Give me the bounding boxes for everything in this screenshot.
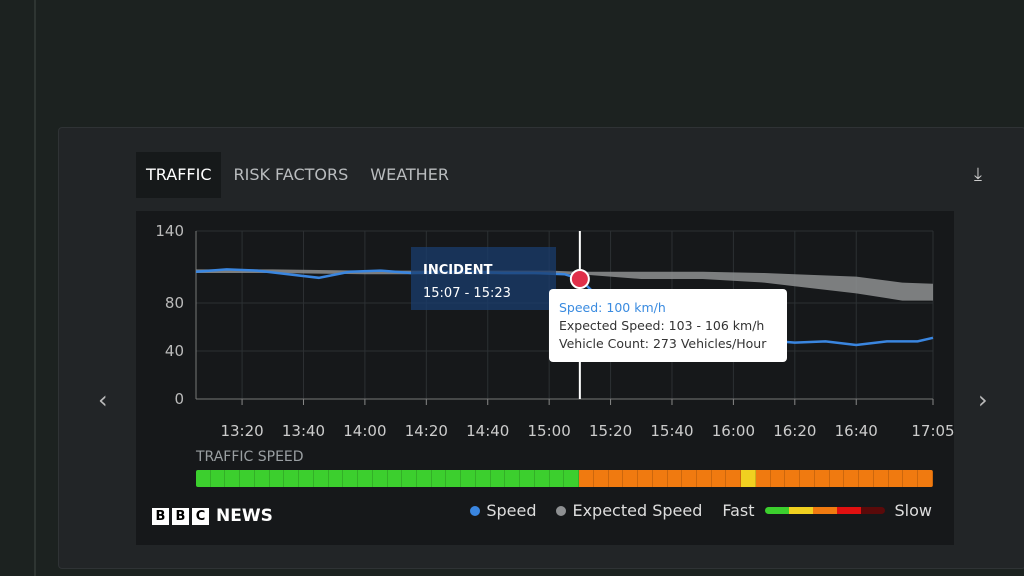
x-tick-label: 15:40: [650, 422, 693, 440]
traffic-segment: [917, 470, 933, 487]
expected-speed-band: [196, 269, 933, 301]
traffic-segment: [800, 470, 815, 487]
traffic-segment: [284, 470, 300, 487]
traffic-segment: [608, 470, 624, 487]
tooltip-expected: Expected Speed: 103 - 106 km/h: [559, 318, 765, 333]
traffic-segment: [755, 470, 771, 487]
x-tick-label: 14:40: [466, 422, 509, 440]
bbc-news-logo: B B C NEWS: [152, 506, 273, 526]
traffic-segment: [269, 470, 285, 487]
traffic-segment: [741, 470, 756, 487]
traffic-segment: [196, 470, 211, 487]
traffic-segment: [431, 470, 447, 487]
incident-title: INCIDENT: [423, 263, 493, 278]
traffic-segment: [461, 470, 476, 487]
tooltip-speed: Speed: 100 km/h: [559, 300, 666, 315]
prev-arrow-icon[interactable]: ‹: [98, 386, 108, 414]
traffic-segment: [696, 470, 712, 487]
traffic-segment: [505, 470, 521, 487]
traffic-segment: [210, 470, 226, 487]
x-tick-label: 17:05: [911, 422, 954, 440]
tab-bar: TRAFFIC RISK FACTORS WEATHER: [136, 152, 461, 198]
traffic-segment: [903, 470, 918, 487]
traffic-segment: [328, 470, 344, 487]
x-tick-label: 13:20: [220, 422, 263, 440]
x-tick-label: 16:00: [712, 422, 755, 440]
traffic-segment: [888, 470, 904, 487]
legend-fast: Fast: [722, 501, 755, 520]
traffic-speed-label: TRAFFIC SPEED: [196, 449, 304, 465]
tooltip: Speed: 100 km/h Expected Speed: 103 - 10…: [549, 289, 787, 362]
legend-slow: Slow: [894, 501, 932, 520]
traffic-segment: [859, 470, 874, 487]
x-tick-label: 13:40: [282, 422, 325, 440]
download-icon[interactable]: ⤓: [974, 164, 982, 185]
traffic-segment: [726, 470, 742, 487]
traffic-segment: [623, 470, 639, 487]
incident-marker: [569, 269, 590, 289]
logo-letter: B: [152, 507, 169, 525]
traffic-segment: [652, 470, 668, 487]
x-tick-label: 16:20: [773, 422, 816, 440]
traffic-segment: [873, 470, 889, 487]
x-tick-label: 16:40: [835, 422, 878, 440]
traffic-segment: [240, 470, 255, 487]
incident-time: 15:07 - 15:23: [423, 286, 511, 301]
traffic-segment: [638, 470, 653, 487]
y-tick-label: 140: [155, 222, 184, 240]
traffic-segment: [829, 470, 845, 487]
traffic-segment: [844, 470, 860, 487]
traffic-segment: [667, 470, 683, 487]
traffic-segment: [372, 470, 388, 487]
traffic-segment: [299, 470, 314, 487]
y-tick-label: 80: [165, 294, 184, 312]
y-tick-label: 0: [174, 390, 184, 408]
traffic-segment: [814, 470, 830, 487]
logo-name: NEWS: [216, 506, 273, 526]
legend-speed: Speed: [486, 501, 537, 520]
traffic-segment: [549, 470, 565, 487]
traffic-segment: [402, 470, 418, 487]
legend-expected: Expected Speed: [572, 501, 703, 520]
traffic-segment: [534, 470, 550, 487]
logo-letter: B: [172, 507, 189, 525]
map-road: [34, 0, 36, 576]
traffic-segment: [564, 470, 580, 487]
traffic-segment: [682, 470, 697, 487]
traffic-segment: [225, 470, 241, 487]
traffic-segment: [593, 470, 609, 487]
logo-letter: C: [192, 507, 209, 525]
tooltip-count: Vehicle Count: 273 Vehicles/Hour: [559, 336, 767, 351]
legend: Speed Expected Speed Fast Slow: [470, 501, 932, 520]
speed-dot-icon: [470, 505, 481, 516]
traffic-segment: [387, 470, 403, 487]
y-tick-label: 40: [165, 342, 184, 360]
traffic-segment: [343, 470, 359, 487]
traffic-segment: [770, 470, 786, 487]
incident-label: INCIDENT 15:07 - 15:23: [411, 247, 556, 310]
traffic-speed-bar: [196, 470, 933, 487]
traffic-segment: [579, 470, 594, 487]
traffic-segment: [313, 470, 329, 487]
expected-dot-icon: [556, 505, 567, 516]
tab-traffic[interactable]: TRAFFIC: [136, 152, 222, 198]
x-tick-label: 14:20: [405, 422, 448, 440]
traffic-segment: [490, 470, 506, 487]
traffic-segment: [446, 470, 462, 487]
traffic-segment: [417, 470, 432, 487]
next-arrow-icon[interactable]: ›: [978, 386, 988, 414]
traffic-segment: [711, 470, 727, 487]
traffic-segment: [358, 470, 373, 487]
x-tick-label: 15:20: [589, 422, 632, 440]
x-tick-label: 15:00: [528, 422, 571, 440]
x-tick-label: 14:00: [343, 422, 386, 440]
tab-weather[interactable]: WEATHER: [370, 165, 449, 184]
traffic-segment: [475, 470, 491, 487]
speed-scale: [764, 507, 885, 514]
traffic-segment: [254, 470, 270, 487]
traffic-segment: [785, 470, 801, 487]
tab-risk-factors[interactable]: RISK FACTORS: [233, 165, 349, 184]
traffic-segment: [520, 470, 535, 487]
